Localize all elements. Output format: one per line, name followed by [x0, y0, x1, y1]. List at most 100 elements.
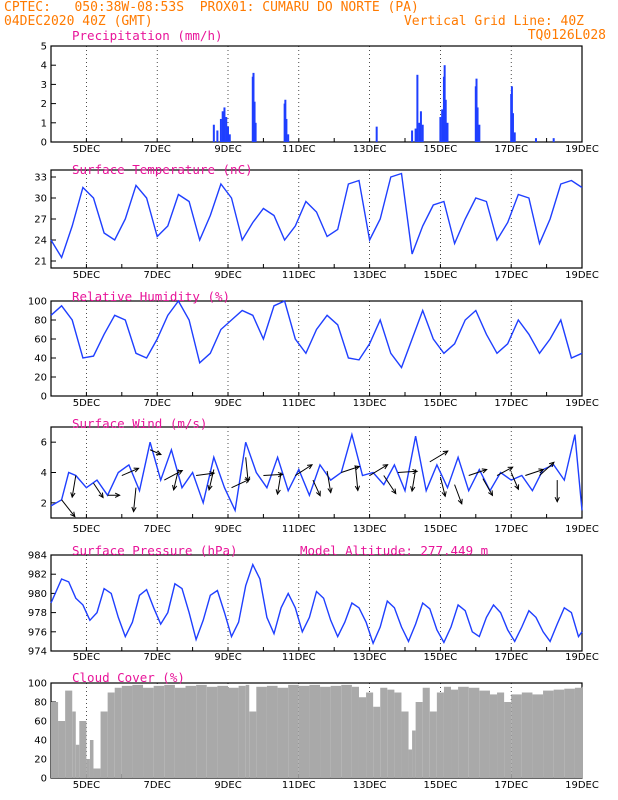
x-tick-label: 7DEC: [144, 144, 171, 155]
panel-frame: [50, 554, 583, 652]
cloud-bar: [366, 692, 374, 778]
x-tick-label: 19DEC: [565, 398, 599, 409]
x-tick-label: 9DEC: [214, 144, 241, 155]
cloud-bar: [309, 684, 321, 778]
cloud-bar: [143, 687, 154, 778]
wind-arrow-head: [244, 478, 251, 484]
x-tick-label: 13DEC: [353, 270, 387, 281]
precip-bar: [227, 126, 229, 142]
precip-bar: [225, 117, 228, 142]
precip-bar: [513, 132, 516, 142]
cloud-bar: [256, 686, 267, 778]
x-tick-label: 5DEC: [73, 270, 100, 281]
wind-arrow: [277, 472, 282, 495]
cloud-bar: [415, 702, 423, 778]
precip-bar: [552, 138, 555, 142]
x-tick-label: 17DEC: [494, 780, 528, 791]
x-tick-label: 5DEC: [73, 780, 100, 791]
cloud-bar: [72, 711, 76, 778]
cloud-bar: [521, 692, 533, 778]
panel-title: Surface Wind (m/s): [72, 416, 207, 431]
y-tick-label: 100: [28, 297, 47, 308]
cloud-bar: [408, 749, 413, 778]
cloud-bar: [451, 689, 459, 778]
cloud-bar: [196, 684, 207, 778]
cloud-bar: [206, 686, 218, 778]
x-tick-label: 11DEC: [282, 524, 316, 535]
y-tick-label: 40: [34, 354, 47, 365]
y-tick-label: 982: [28, 570, 47, 581]
series-line: [50, 431, 583, 513]
x-tick-label: 15DEC: [424, 780, 458, 791]
precip-bar: [534, 138, 537, 142]
y-tick-label: 80: [34, 316, 47, 327]
precip-bar: [443, 65, 446, 142]
y-tick-label: 24: [34, 236, 47, 247]
precip-bar: [221, 111, 224, 142]
cloud-bar: [249, 711, 257, 778]
x-tick-label: 5DEC: [73, 652, 100, 663]
x-tick-label: 9DEC: [214, 780, 241, 791]
wind-arrow-head: [441, 491, 447, 498]
header-grid-note: Vertical Grid Line: 40Z: [403, 14, 584, 29]
wind-arrow-head: [514, 484, 520, 491]
y-tick-label: 2: [41, 99, 47, 110]
x-tick-label: 15DEC: [424, 144, 458, 155]
cloud-bar: [228, 687, 239, 778]
x-tick-label: 9DEC: [214, 524, 241, 535]
cloud-bar: [238, 685, 246, 778]
y-tick-label: 980: [28, 589, 47, 600]
precip-bar: [441, 109, 444, 142]
wind-arrow: [164, 470, 183, 481]
cloud-bar: [89, 740, 94, 778]
wind-arrow-head: [488, 490, 494, 497]
header-line-1: CPTEC: 050:38W-08:53S PROX01: CUMARU DO …: [4, 1, 419, 15]
y-tick-label: 100: [28, 679, 47, 690]
header-coords: 050:38W-08:53S: [74, 0, 185, 15]
wind-arrow-head: [307, 464, 314, 470]
wind-arrow: [525, 469, 544, 477]
cloud-bar: [330, 685, 342, 778]
wind-arrow-head: [507, 466, 514, 472]
cloud-bar: [266, 685, 278, 778]
wind-arrow-head: [391, 488, 397, 495]
header-point: PROX01: CUMARU DO NORTE (PA): [199, 0, 419, 15]
x-tick-label: 19DEC: [565, 524, 599, 535]
cloud-bar: [380, 687, 388, 778]
y-tick-label: 0: [41, 138, 47, 149]
y-tick-label: 1: [41, 118, 47, 129]
series-line: [50, 299, 583, 369]
wind-arrow: [71, 475, 77, 498]
panel-title: Relative Humidity (%): [72, 289, 230, 304]
wind-arrow-head: [245, 476, 251, 483]
cloud-bar: [373, 706, 381, 778]
cloud-bar: [114, 687, 122, 778]
cloud-bar: [511, 694, 522, 778]
cloud-bar: [468, 687, 480, 778]
precip-bar: [219, 118, 222, 142]
y-tick-label: 33: [34, 173, 47, 184]
wind-arrow-head: [172, 484, 178, 491]
precip-bar: [444, 99, 447, 142]
x-tick-label: 11DEC: [282, 270, 316, 281]
wind-arrow-head: [70, 492, 76, 499]
precip-bar: [252, 72, 255, 142]
wind-arrow-head: [327, 487, 333, 494]
panel-frame: [50, 300, 583, 397]
y-tick-label: 0: [41, 392, 47, 403]
header-date: 04DEC2020 40Z (GMT): [4, 14, 153, 29]
precip-bar: [476, 107, 479, 142]
wind-arrow-head: [354, 465, 361, 471]
x-tick-label: 7DEC: [144, 652, 171, 663]
precip-bar: [511, 113, 514, 142]
x-tick-label: 15DEC: [424, 652, 458, 663]
y-tick-label: 30: [34, 194, 47, 205]
cloud-bar: [394, 692, 402, 778]
wind-arrow: [245, 457, 249, 482]
wind-arrow-head: [275, 489, 281, 496]
cloud-bar: [479, 690, 490, 778]
wind-arrow-head: [538, 468, 545, 474]
wind-arrow-head: [412, 468, 419, 475]
wind-arrow-head: [155, 450, 162, 456]
cloud-bar: [429, 711, 437, 778]
